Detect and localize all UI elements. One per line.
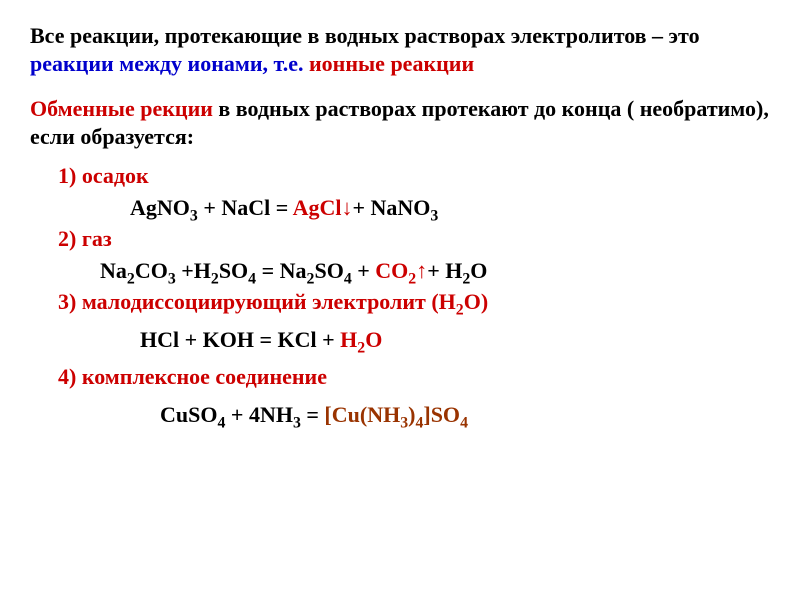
p1-part-b: реакции между ионами, т.е. bbox=[30, 51, 303, 76]
c3-b-sub: 2 bbox=[456, 301, 464, 318]
eq2-d: SO bbox=[219, 258, 248, 283]
eq2-f: SO bbox=[314, 258, 343, 283]
eq2-d-sub: 4 bbox=[248, 270, 256, 287]
eq4-c: = bbox=[301, 402, 325, 427]
eq3-b: H bbox=[340, 327, 357, 352]
eq2-h2: ↑ bbox=[416, 258, 427, 283]
eq2-b: CO bbox=[135, 258, 168, 283]
equation-3: HCl + KOH = KCl + H2O bbox=[140, 326, 770, 354]
eq1-c: AgCl↓ bbox=[293, 195, 353, 220]
eq4-f-sub: 4 bbox=[460, 414, 468, 431]
eq4-b-sub: 3 bbox=[293, 414, 301, 431]
eq2-i: + H bbox=[427, 258, 462, 283]
eq4-a: CuSO bbox=[160, 402, 217, 427]
eq1-d-sub: 3 bbox=[430, 207, 438, 224]
eq1-a-sub: 3 bbox=[190, 207, 198, 224]
eq2-g: + bbox=[352, 258, 376, 283]
eq4-f: ]SO bbox=[423, 402, 460, 427]
equation-4: CuSO4 + 4NH3 = [Cu(NH3)4]SO4 bbox=[160, 401, 770, 429]
p1-part-a: Все реакции, протекающие в водных раство… bbox=[30, 23, 700, 48]
eq2-f-sub: 4 bbox=[344, 270, 352, 287]
eq2-h-sub: 2 bbox=[408, 270, 416, 287]
eq3-a: HCl + KOH = KCl + bbox=[140, 327, 340, 352]
eq2-e: = Na bbox=[256, 258, 306, 283]
eq2-a: Na bbox=[100, 258, 127, 283]
intro-paragraph-2: Обменные рекции в водных растворах проте… bbox=[30, 95, 770, 150]
c3-c: O bbox=[464, 289, 481, 314]
eq2-c: +H bbox=[176, 258, 211, 283]
condition-1-label: 1) осадок bbox=[58, 162, 770, 190]
eq4-d: [Cu(NH bbox=[324, 402, 400, 427]
eq2-h: CO bbox=[375, 258, 408, 283]
eq4-b: + 4NH bbox=[225, 402, 293, 427]
eq2-b-sub: 3 bbox=[168, 270, 176, 287]
equation-2: Na2CO3 +H2SO4 = Na2SO4 + CO2↑+ H2O bbox=[100, 257, 770, 285]
p1-part-c: ионные реакции bbox=[303, 51, 474, 76]
condition-2-label: 2) газ bbox=[58, 225, 770, 253]
eq1-b: + NaCl = bbox=[198, 195, 293, 220]
eq1-d: + NaNO bbox=[352, 195, 430, 220]
eq4-d-sub: 3 bbox=[400, 414, 408, 431]
eq2-j: O bbox=[470, 258, 487, 283]
eq3-c: O bbox=[365, 327, 382, 352]
p2-part-a: Обменные рекции bbox=[30, 96, 213, 121]
c3-b: H bbox=[439, 289, 456, 314]
condition-3-label: 3) малодиссоциирующий электролит (H2O) bbox=[58, 288, 770, 316]
c3-d: ) bbox=[481, 289, 488, 314]
c3-a: 3) малодиссоциирующий электролит ( bbox=[58, 289, 439, 314]
intro-paragraph-1: Все реакции, протекающие в водных раство… bbox=[30, 22, 770, 77]
eq2-c-sub: 2 bbox=[211, 270, 219, 287]
equation-1: AgNO3 + NaCl = AgCl↓+ NaNO3 bbox=[130, 194, 770, 222]
condition-4-label: 4) комплексное соединение bbox=[58, 363, 770, 391]
eq2-a-sub: 2 bbox=[127, 270, 135, 287]
eq1-a: AgNO bbox=[130, 195, 190, 220]
